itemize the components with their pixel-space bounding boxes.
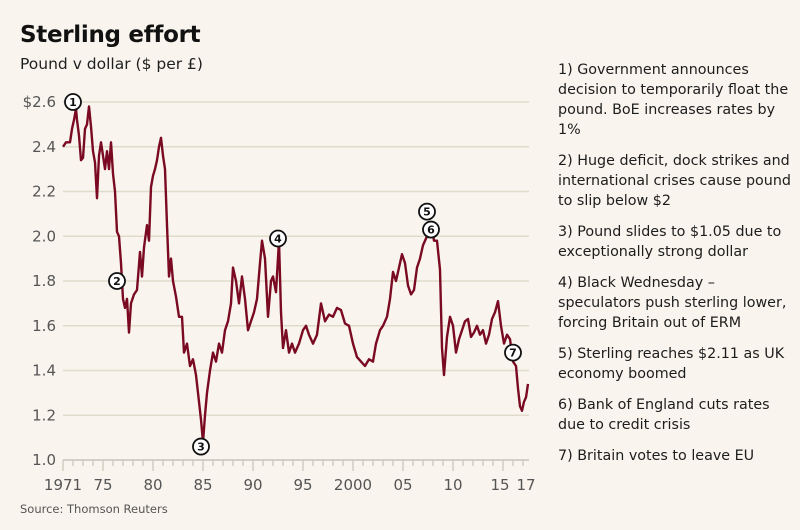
annotation-marker-1: 1 xyxy=(64,93,82,111)
annotation-marker-4: 4 xyxy=(269,229,287,248)
y-tick-label: 2.0 xyxy=(32,227,56,245)
y-tick-label: 1.8 xyxy=(32,272,56,290)
x-tick-label: 17 xyxy=(516,476,535,494)
chart-title: Sterling effort xyxy=(20,22,201,48)
annotation-marker-5: 5 xyxy=(418,202,436,221)
y-tick-label: 2.4 xyxy=(32,138,56,156)
note-2: 2) Huge deficit, dock strikes and intern… xyxy=(558,153,791,209)
y-tick-label: 1.4 xyxy=(32,362,56,380)
note-5: 5) Sterling reaches $2.11 as UK economy … xyxy=(558,346,785,382)
y-tick-label: $2.6 xyxy=(23,93,56,111)
y-axis-ticks: $2.6 2.4 2.2 2.0 1.8 1.6 1.4 1.2 1.0 xyxy=(23,93,56,469)
annotation-notes: 1) Government announces decision to temp… xyxy=(558,60,798,477)
x-tick-label: 95 xyxy=(293,476,312,494)
grid-lines xyxy=(63,101,529,417)
marker-number: 4 xyxy=(274,232,282,245)
note-7: 7) Britain votes to leave EU xyxy=(558,448,755,464)
y-tick-label: 1.2 xyxy=(32,406,56,424)
annotation-marker-3: 3 xyxy=(192,437,210,456)
marker-number: 7 xyxy=(509,347,517,360)
marker-number: 1 xyxy=(69,96,77,109)
y-tick-label: 1.6 xyxy=(32,317,56,335)
x-axis: 1971 75 80 85 90 95 2000 05 10 15 17 xyxy=(44,459,536,494)
note-3: 3) Pound slides to $1.05 due to exceptio… xyxy=(558,224,782,260)
marker-circle xyxy=(504,343,522,362)
x-tick-label: 80 xyxy=(143,476,162,494)
x-tick-label: 05 xyxy=(393,476,412,494)
x-tick-label: 1971 xyxy=(44,476,82,494)
series-line-gbp-usd xyxy=(62,105,530,444)
marker-circle xyxy=(422,220,440,239)
marker-circle xyxy=(192,437,210,456)
annotation-marker-2: 2 xyxy=(108,272,126,290)
marker-number: 2 xyxy=(113,275,121,288)
series-layer xyxy=(62,105,530,444)
note-6: 6) Bank of England cuts rates due to cre… xyxy=(558,397,770,433)
chart-subtitle: Pound v dollar ($ per £) xyxy=(20,55,203,73)
x-tick-label: 15 xyxy=(490,476,509,494)
annotation-markers: 1 2 3 4 5 6 7 xyxy=(64,93,522,456)
marker-circle xyxy=(64,93,82,111)
x-tick-label: 2000 xyxy=(334,476,372,494)
marker-number: 5 xyxy=(423,206,431,219)
annotation-marker-6: 6 xyxy=(422,220,440,239)
note-1: 1) Government announces decision to temp… xyxy=(558,62,789,138)
note-4: 4) Black Wednesday – speculators push st… xyxy=(558,275,787,331)
marker-circle xyxy=(108,272,126,290)
y-tick-label: 2.2 xyxy=(32,183,56,201)
marker-number: 3 xyxy=(197,441,205,454)
source-credit: Source: Thomson Reuters xyxy=(20,502,168,516)
marker-number: 6 xyxy=(427,224,435,237)
y-tick-label: 1.0 xyxy=(32,451,56,469)
annotation-marker-7: 7 xyxy=(504,343,522,362)
x-tick-label: 85 xyxy=(193,476,212,494)
x-tick-label: 90 xyxy=(243,476,262,494)
marker-circle xyxy=(418,202,436,221)
x-tick-label: 10 xyxy=(443,476,462,494)
marker-circle xyxy=(269,229,287,248)
x-tick-label: 75 xyxy=(93,476,112,494)
